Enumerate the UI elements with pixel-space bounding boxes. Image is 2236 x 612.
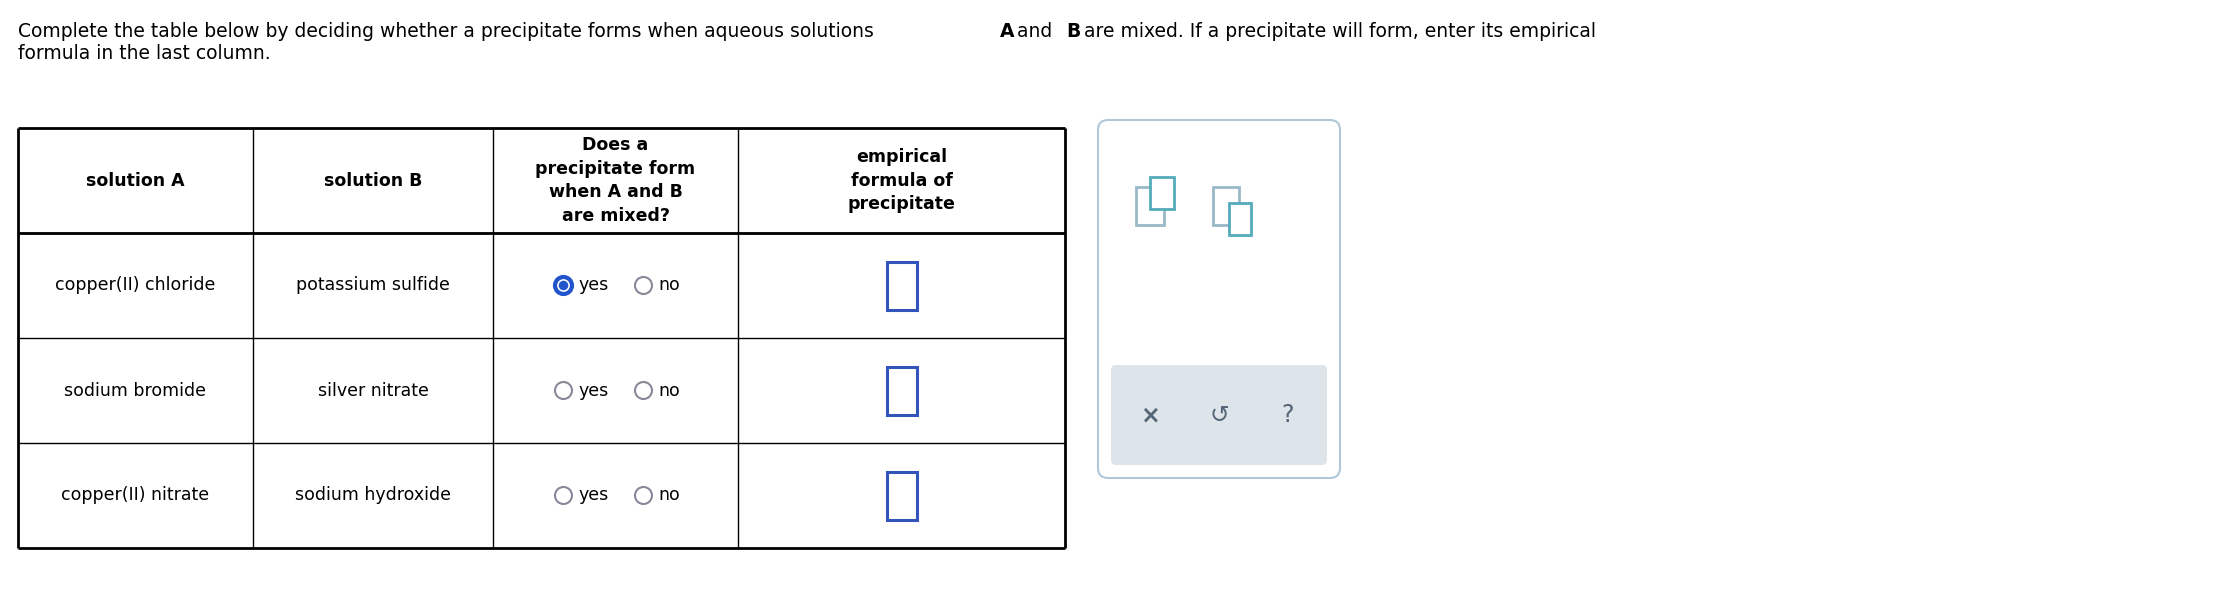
Text: silver nitrate: silver nitrate [318,381,429,400]
Text: sodium bromide: sodium bromide [65,381,206,400]
Text: solution B: solution B [324,171,423,190]
Text: potassium sulfide: potassium sulfide [295,277,449,294]
Text: copper(II) nitrate: copper(II) nitrate [60,487,210,504]
Bar [885,367,917,414]
FancyBboxPatch shape [1111,365,1326,465]
Text: ↺: ↺ [1210,403,1230,427]
Circle shape [559,282,568,289]
Text: no: no [657,487,680,504]
Text: are mixed. If a precipitate will form, enter its empirical: are mixed. If a precipitate will form, e… [1078,22,1597,41]
Text: and: and [1011,22,1058,41]
Bar [885,471,917,520]
Text: sodium hydroxide: sodium hydroxide [295,487,452,504]
Bar [1149,177,1174,209]
Bar [885,261,917,310]
Text: ?: ? [1281,403,1295,427]
Text: empirical
formula of
precipitate: empirical formula of precipitate [847,148,955,213]
Text: yes: yes [577,277,608,294]
Bar [1136,187,1165,225]
Text: ×: × [1140,403,1160,427]
Text: yes: yes [577,381,608,400]
Text: formula in the last column.: formula in the last column. [18,44,271,63]
Text: copper(II) chloride: copper(II) chloride [56,277,215,294]
Text: yes: yes [577,487,608,504]
Text: no: no [657,277,680,294]
Text: B: B [1067,22,1080,41]
Bar [1212,187,1239,225]
Text: no: no [657,381,680,400]
FancyBboxPatch shape [1098,120,1339,478]
Text: solution A: solution A [87,171,186,190]
Text: A: A [999,22,1015,41]
Text: Does a
precipitate form
when A and B
are mixed?: Does a precipitate form when A and B are… [534,136,695,225]
Bar [1230,203,1250,235]
Text: Complete the table below by deciding whether a precipitate forms when aqueous so: Complete the table below by deciding whe… [18,22,881,41]
